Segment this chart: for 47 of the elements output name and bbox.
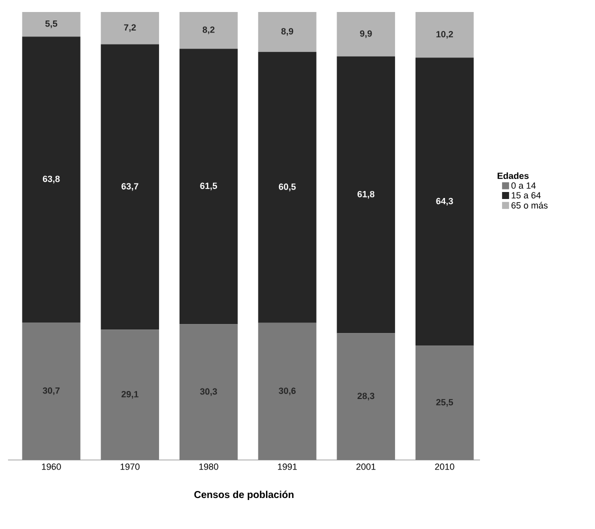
legend-label: 0 a 14 [511,182,536,189]
bar [22,36,80,322]
bar [100,330,160,460]
x-tick-label: 1980 [199,464,218,470]
x-tick-label: 1970 [120,464,140,470]
data-label: 8,2 [202,26,214,34]
data-label: 63,8 [42,176,60,184]
legend-label: 65 o más [512,202,548,209]
data-label: 7,2 [124,24,136,32]
data-label: 8,9 [281,28,294,36]
bar [258,12,316,52]
data-label: 25,5 [436,399,454,407]
legend-title: Edades [498,172,529,179]
data-label: 30,3 [200,388,217,396]
data-label: 10,2 [436,31,453,39]
data-label: 61,5 [200,182,218,190]
data-label: 60,5 [278,184,296,192]
data-label: 30,6 [278,388,296,396]
data-label: 29,1 [122,390,138,399]
data-label: 5,5 [45,20,58,28]
data-label: 30,7 [42,387,60,396]
bar [100,44,160,330]
data-label: 63,7 [122,183,138,191]
bar [416,58,474,346]
x-tick-label: 1960 [42,464,61,470]
x-tick-label: 2010 [435,464,454,470]
data-label: 61,8 [358,190,374,199]
bar [416,12,474,58]
bar [180,12,238,49]
x-tick-label: 1991 [278,464,297,470]
bar [336,333,396,460]
bar [416,346,474,460]
bar [336,12,396,56]
data-label: 9,9 [360,30,372,38]
bar [180,48,238,324]
data-label: 28,3 [358,392,374,400]
bar [22,12,80,37]
bar [258,52,316,323]
bar [258,322,316,460]
bar [336,56,396,334]
bar [22,322,80,460]
data-label: 64,3 [436,198,453,206]
x-axis-title: Censos de población [194,490,294,500]
legend-label: 15 a 64 [512,192,541,198]
bar [100,12,160,44]
x-tick-label: 2001 [356,464,376,470]
bar [180,324,238,460]
